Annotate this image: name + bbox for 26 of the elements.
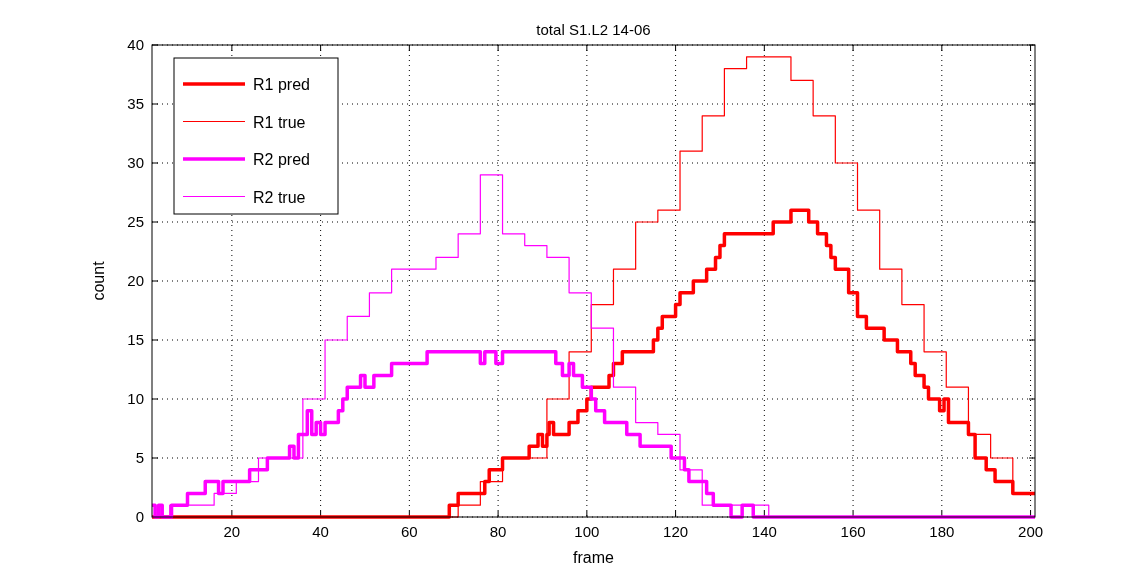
chart-title: total S1.L2 14-06 [536, 21, 651, 38]
x-tick-label: 80 [489, 523, 507, 540]
x-tick-label: 20 [223, 523, 241, 540]
y-tick-label: 0 [135, 508, 144, 525]
y-tick-label: 10 [127, 390, 144, 407]
legend-label: R2 pred [253, 151, 310, 168]
x-tick-label: 120 [663, 523, 689, 540]
x-tick-label: 160 [840, 523, 866, 540]
y-tick-label: 15 [127, 331, 144, 348]
y-axis-title: count [90, 260, 107, 301]
y-tick-label: 20 [127, 272, 144, 289]
y-tick-label: 35 [127, 95, 144, 112]
y-tick-label: 40 [127, 36, 144, 53]
x-axis-title: frame [573, 549, 615, 566]
y-tick-label: 30 [127, 154, 144, 171]
legend-label: R2 true [253, 188, 306, 206]
x-tick-label: 60 [401, 523, 418, 540]
x-tick-label: 140 [751, 523, 777, 540]
x-tick-label: 180 [929, 523, 955, 540]
x-tick-label: 100 [574, 523, 600, 540]
y-tick-label: 25 [127, 213, 144, 230]
x-tick-label: 40 [312, 523, 329, 540]
x-tick-label: 200 [1018, 523, 1044, 540]
legend-label: R1 pred [253, 76, 310, 93]
y-tick-label: 5 [135, 449, 144, 466]
legend-label: R1 true [253, 113, 306, 131]
